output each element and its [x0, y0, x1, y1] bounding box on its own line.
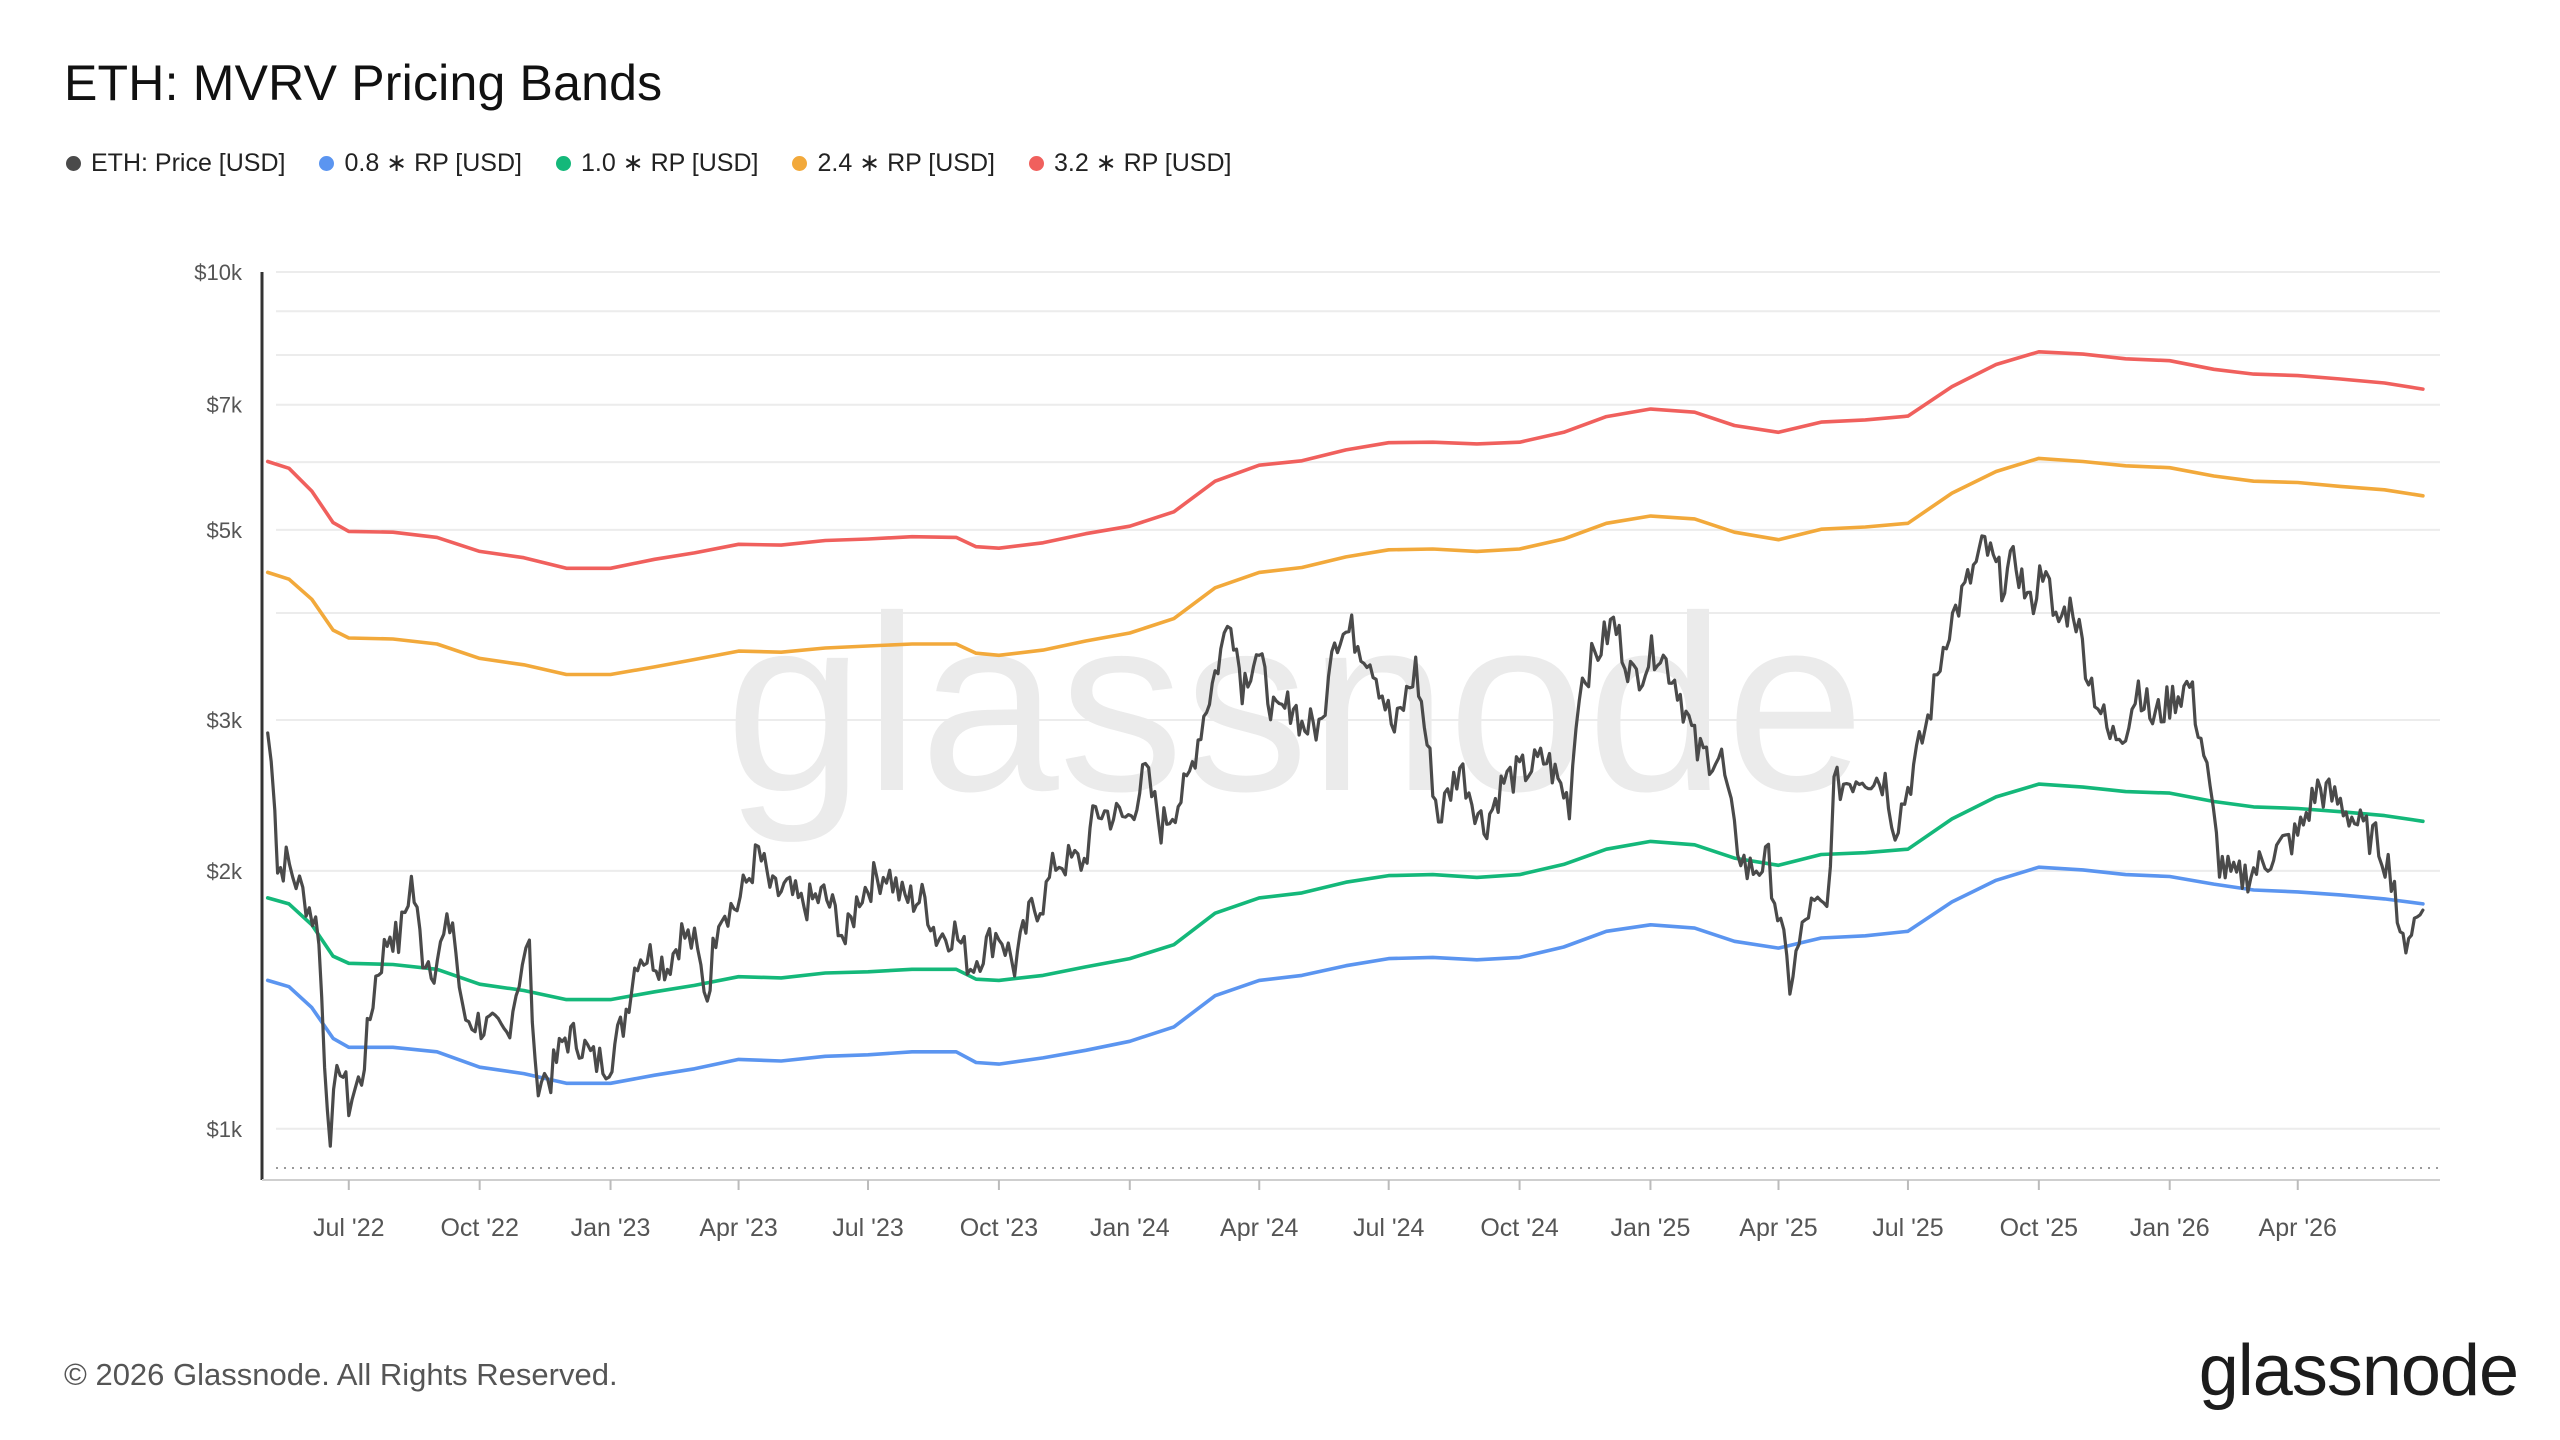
legend-label-eth-price: ETH: Price [USD]	[91, 148, 286, 177]
legend-label-1-0-rp: 1.0 ∗ RP [USD]	[580, 149, 759, 177]
legend-dot-eth-price	[66, 155, 81, 171]
x-tick-label: Apr '24	[1220, 1214, 1299, 1242]
x-tick-label: Jan '24	[1090, 1214, 1170, 1242]
legend-dot-2-4-rp	[792, 155, 808, 171]
x-tick-label: Apr '25	[1739, 1214, 1817, 1242]
x-tick-label: Jul '25	[1872, 1214, 1943, 1242]
series-line-0-8-rp-usd	[265, 865, 2425, 1086]
series-lines	[265, 350, 2425, 1148]
x-tick-label: Jul '23	[832, 1214, 903, 1242]
x-tick-label: Jan '25	[1611, 1214, 1691, 1242]
y-tick-label: $3k	[207, 708, 243, 733]
legend-dot-0-8-rp	[319, 155, 335, 171]
x-tick-label: Jul '22	[313, 1214, 384, 1242]
legend-item-2-4-rp[interactable]: 2.4 ∗ RP [USD]	[792, 148, 995, 178]
x-tick-label: Jul '24	[1353, 1214, 1425, 1242]
y-axis-ticks: $1k $2k $3k $5k $7k $10k	[194, 260, 243, 1142]
legend-dot-1-0-rp	[555, 155, 571, 171]
legend-item-1-0-rp[interactable]: 1.0 ∗ RP [USD]	[555, 148, 759, 178]
chart-title: ETH: MVRV Pricing Bands	[64, 55, 663, 111]
copyright: © 2026 Glassnode. All Rights Reserved.	[64, 1357, 618, 1392]
y-tick-label: $10k	[194, 260, 243, 285]
legend-label-3-2-rp: 3.2 ∗ RP [USD]	[1053, 149, 1232, 177]
axes	[260, 272, 2440, 1181]
series-line-1-0-rp-usd	[265, 782, 2425, 1002]
legend: ETH: Price [USD] 0.8 ∗ RP [USD] 1.0 ∗ RP…	[66, 148, 1265, 178]
series-line-3-2-rp-usd	[265, 350, 2425, 571]
y-tick-label: $5k	[207, 518, 243, 543]
legend-item-0-8-rp[interactable]: 0.8 ∗ RP [USD]	[319, 148, 522, 178]
x-tick-label: Oct '25	[2000, 1214, 2078, 1242]
legend-item-3-2-rp[interactable]: 3.2 ∗ RP [USD]	[1028, 148, 1232, 178]
y-tick-label: $1k	[207, 1117, 243, 1142]
y-tick-label: $2k	[207, 859, 243, 884]
legend-label-0-8-rp: 0.8 ∗ RP [USD]	[344, 149, 522, 177]
x-tick-label: Apr '23	[699, 1214, 777, 1242]
x-tick-label: Apr '26	[2259, 1214, 2337, 1242]
series-line-eth-price-usd	[266, 534, 2425, 1148]
x-axis-ticks: Jul '22 Oct '22 Jan '23 Apr '23 Jul '23 Oct '…	[313, 1180, 2337, 1242]
y-tick-label: $7k	[207, 393, 243, 418]
x-tick-label: Oct '22	[440, 1214, 518, 1242]
watermark: glassnode	[725, 564, 1865, 843]
legend-label-2-4-rp: 2.4 ∗ RP [USD]	[817, 149, 995, 177]
legend-item-eth-price[interactable]: ETH: Price [USD]	[66, 149, 285, 178]
x-tick-label: Oct '23	[960, 1214, 1038, 1242]
x-tick-label: Jan '26	[2130, 1214, 2210, 1242]
legend-dot-3-2-rp	[1028, 155, 1044, 171]
series-line-2-4-rp-usd	[265, 456, 2425, 677]
brand-logo: glassnode	[2198, 1331, 2519, 1411]
x-tick-label: Oct '24	[1480, 1214, 1559, 1242]
x-tick-label: Jan '23	[571, 1214, 651, 1242]
